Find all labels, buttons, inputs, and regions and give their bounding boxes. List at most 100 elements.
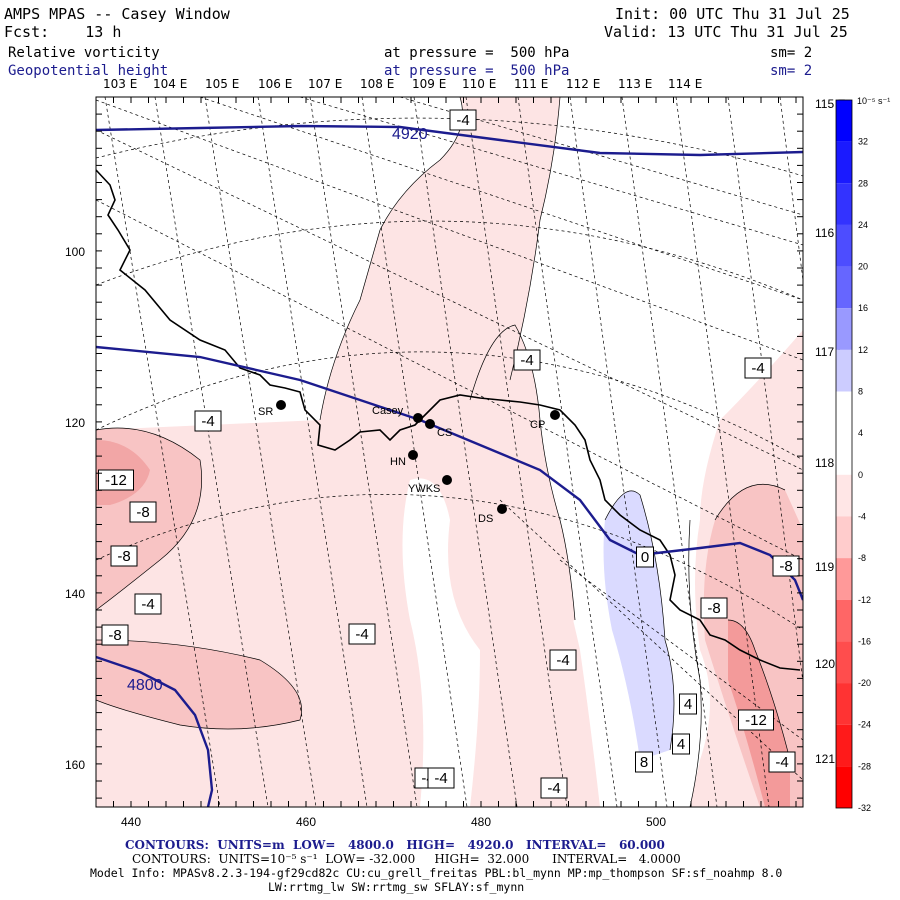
vorticity-fill-neutral-ne bbox=[510, 97, 803, 807]
field2-name: Geopotential height bbox=[8, 63, 169, 79]
vorticity-contour-label: -4 bbox=[456, 112, 469, 129]
colorbar-swatch bbox=[836, 599, 852, 642]
footer-height-contours: CONTOURS: UNITS=m LOW= 4800.0 HIGH= 4920… bbox=[125, 838, 665, 852]
colorbar-swatch bbox=[836, 641, 852, 684]
colorbar-label: 28 bbox=[858, 178, 868, 188]
colorbar-label: -16 bbox=[858, 636, 871, 646]
colorbar-label: -28 bbox=[858, 761, 871, 771]
x-axis-tick-label: 480 bbox=[471, 815, 491, 829]
valid-time: Valid: 13 UTC Thu 31 Jul 25 bbox=[604, 23, 848, 41]
colorbar-swatch bbox=[836, 266, 852, 309]
top-lon-label: 104 E bbox=[153, 77, 188, 91]
top-lon-label: 112 E bbox=[566, 77, 601, 91]
colorbar-label: -8 bbox=[858, 553, 866, 563]
colorbar-swatch bbox=[836, 724, 852, 767]
colorbar-label: -24 bbox=[858, 720, 871, 730]
vorticity-contour-label: -4 bbox=[751, 360, 764, 377]
colorbar-label: 24 bbox=[858, 220, 868, 230]
vorticity-contour-label: -4 bbox=[520, 352, 533, 369]
station-label: HN bbox=[390, 456, 406, 468]
vorticity-contour-label: -4 bbox=[547, 780, 560, 797]
x-axis-tick-label: 440 bbox=[121, 815, 141, 829]
top-lon-label: 105 E bbox=[205, 77, 240, 91]
colorbar-swatch bbox=[836, 308, 852, 350]
top-lon-label: 113 E bbox=[618, 77, 653, 91]
vorticity-contour-label: -12 bbox=[745, 712, 767, 729]
colorbar-swatch bbox=[836, 391, 852, 434]
colorbar-label: -4 bbox=[858, 511, 866, 521]
footer-vort-interval: INTERVAL= 4.0000 bbox=[552, 852, 681, 866]
vorticity-contour-label: -4 bbox=[201, 413, 214, 430]
top-lon-label: 114 E bbox=[668, 77, 703, 91]
vorticity-contour-label: -8 bbox=[136, 504, 149, 521]
vorticity-contour-label: -4 bbox=[775, 754, 788, 771]
colorbar-label: 4 bbox=[858, 428, 863, 438]
vorticity-contour-label: 0 bbox=[641, 549, 649, 566]
field2-level: at pressure = 500 hPa bbox=[384, 63, 570, 79]
y-axis-tick-label: 160 bbox=[65, 758, 85, 772]
vorticity-contour-label: -8 bbox=[117, 548, 130, 565]
footer-height-high: HIGH= 4920.0 bbox=[406, 838, 514, 852]
field1-smoothing: sm= 2 bbox=[770, 45, 813, 61]
colorbar-unit: 10⁻⁵ s⁻¹ bbox=[857, 96, 890, 106]
colorbar-swatch bbox=[836, 683, 852, 725]
station-label: CS bbox=[437, 427, 452, 439]
init-time: Init: 00 UTC Thu 31 Jul 25 bbox=[615, 5, 850, 23]
station-label: CP bbox=[530, 419, 545, 431]
vorticity-contour-label: -4 bbox=[434, 770, 447, 787]
colorbar-swatch bbox=[836, 183, 852, 225]
coastline bbox=[96, 169, 801, 671]
vorticity-contour-label: -4 bbox=[355, 626, 368, 643]
station-marker bbox=[425, 419, 435, 429]
lat-lon-grid bbox=[96, 97, 803, 807]
footer-height-low: CONTOURS: UNITS=m LOW= 4800.0 bbox=[125, 838, 394, 852]
station-label: Casey bbox=[372, 405, 404, 417]
field2-smoothing: sm= 2 bbox=[770, 63, 813, 79]
colorbar-swatch bbox=[836, 766, 852, 808]
map-title: AMPS MPAS -- Casey Window bbox=[4, 5, 230, 23]
height-contour-4860 bbox=[96, 345, 803, 601]
colorbar-swatch bbox=[836, 516, 852, 559]
colorbar-swatch bbox=[836, 349, 852, 392]
colorbar-swatch bbox=[836, 100, 852, 142]
top-lon-label: 110 E bbox=[462, 77, 497, 91]
top-lon-label: 109 E bbox=[412, 77, 447, 91]
vorticity-contour-label: -8 bbox=[779, 558, 792, 575]
station-marker bbox=[442, 475, 452, 485]
y-axis-tick-label: 100 bbox=[65, 245, 85, 259]
footer-height-interval: INTERVAL= 60.000 bbox=[526, 838, 665, 852]
colorbar-label: 0 bbox=[858, 470, 863, 480]
vorticity-contour-label: 4 bbox=[677, 736, 685, 753]
colorbar-label: 16 bbox=[858, 303, 868, 313]
top-lon-label: 111 E bbox=[514, 77, 549, 91]
colorbar-swatch bbox=[836, 474, 852, 517]
footer-physics-info: LW:rrtmg_lw SW:rrtmg_sw SFLAY:sf_mynn bbox=[268, 880, 525, 894]
vorticity-contour-label: -4 bbox=[141, 596, 154, 613]
vorticity-contour-label: -8 bbox=[108, 627, 121, 644]
colorbar: 10⁻⁵ s⁻¹ 32 28 24 20 16 12 8 4 0 -4 -8 -12 -16 -20 -24 -… bbox=[835, 96, 890, 813]
colorbar-label: 20 bbox=[858, 262, 868, 272]
colorbar-label: 12 bbox=[858, 345, 868, 355]
top-lon-label: 107 E bbox=[308, 77, 343, 91]
station-marker bbox=[413, 413, 423, 423]
field1-name: Relative vorticity bbox=[8, 45, 160, 61]
x-axis-tick-label: 500 bbox=[646, 815, 666, 829]
top-lon-label: 103 E bbox=[103, 77, 138, 91]
x-axis-tick-label: 460 bbox=[296, 815, 316, 829]
colorbar-swatch bbox=[836, 141, 852, 184]
top-lon-label: 108 E bbox=[360, 77, 395, 91]
height-contour-4800 bbox=[96, 655, 214, 807]
vorticity-contour-label: -12 bbox=[105, 472, 127, 489]
colorbar-swatch bbox=[836, 433, 852, 475]
station-marker bbox=[497, 504, 507, 514]
colorbar-label: -12 bbox=[858, 595, 871, 605]
vorticity-fill-neutral-center bbox=[402, 478, 480, 807]
station-label: SR bbox=[258, 406, 273, 418]
field1-level: at pressure = 500 hPa bbox=[384, 45, 570, 61]
footer-vort-low: CONTOURS: UNITS=10⁻⁵ s⁻¹ LOW= -32.000 bbox=[132, 852, 416, 866]
vorticity-fill-neutral-nw bbox=[96, 97, 463, 430]
vorticity-fill-north-strip bbox=[480, 100, 552, 165]
colorbar-label: -32 bbox=[858, 803, 871, 813]
y-axis-tick-label: 140 bbox=[65, 587, 85, 601]
